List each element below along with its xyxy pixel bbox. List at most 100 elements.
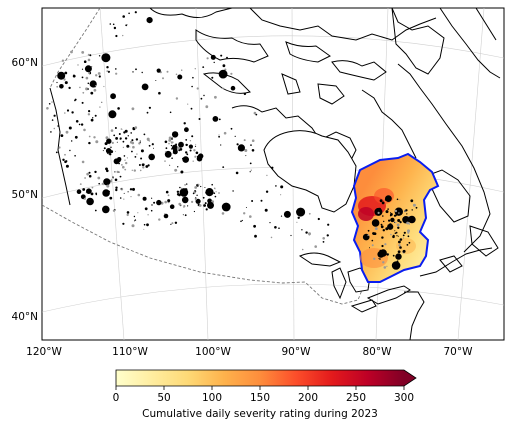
fire-perimeter xyxy=(137,193,141,197)
fire-perimeter xyxy=(198,204,202,207)
fire-perimeter xyxy=(164,151,167,153)
fire-perimeter xyxy=(393,214,397,217)
fire-perimeter xyxy=(391,261,401,270)
fire-perimeter xyxy=(83,128,86,132)
fire-perimeter xyxy=(153,147,154,149)
fire-perimeter xyxy=(251,200,254,202)
fire-perimeter xyxy=(81,160,85,164)
fire-perimeter xyxy=(129,146,131,148)
fire-perimeter xyxy=(280,185,284,189)
fire-perimeter xyxy=(91,66,93,68)
fire-perimeter xyxy=(167,194,170,197)
fire-perimeter xyxy=(138,142,141,145)
fire-perimeter xyxy=(195,151,199,155)
fire-perimeter xyxy=(187,144,189,146)
fire-perimeter xyxy=(156,68,161,73)
fire-perimeter xyxy=(75,120,79,123)
fire-perimeter xyxy=(106,66,109,69)
fire-perimeter xyxy=(187,103,189,105)
fire-perimeter xyxy=(184,188,188,191)
fire-perimeter xyxy=(148,153,155,161)
fire-perimeter xyxy=(142,196,147,201)
fire-perimeter xyxy=(165,190,169,194)
fire-perimeter xyxy=(138,164,141,166)
fire-perimeter xyxy=(131,224,135,228)
fire-perimeter xyxy=(214,195,217,198)
fire-perimeter xyxy=(171,157,173,159)
fire-perimeter xyxy=(230,72,233,75)
fire-perimeter xyxy=(112,23,115,26)
fire-perimeter xyxy=(264,208,268,212)
fire-perimeter xyxy=(381,244,384,248)
fire-perimeter xyxy=(408,215,416,224)
fire-perimeter xyxy=(251,139,255,142)
fire-perimeter xyxy=(131,169,133,171)
fire-perimeter xyxy=(81,51,85,54)
fire-perimeter xyxy=(134,11,137,14)
fire-perimeter xyxy=(132,127,135,129)
fire-perimeter xyxy=(270,236,273,239)
fire-perimeter xyxy=(177,74,183,80)
fire-perimeter xyxy=(266,174,268,177)
fire-perimeter xyxy=(265,190,269,193)
fire-perimeter xyxy=(146,17,153,24)
fire-perimeter xyxy=(167,199,171,203)
fire-perimeter xyxy=(322,241,325,243)
fire-perimeter xyxy=(74,135,78,139)
fire-perimeter xyxy=(172,144,178,150)
fire-perimeter xyxy=(404,210,406,212)
fire-perimeter xyxy=(106,169,109,173)
fire-perimeter xyxy=(141,163,145,167)
fire-perimeter xyxy=(172,141,174,143)
fire-perimeter xyxy=(151,143,154,146)
fire-perimeter xyxy=(55,151,58,154)
fire-perimeter xyxy=(139,169,142,172)
fire-perimeter xyxy=(170,223,172,225)
fire-perimeter xyxy=(178,141,184,148)
fire-perimeter xyxy=(69,149,71,152)
fire-perimeter xyxy=(132,71,134,73)
fire-perimeter xyxy=(274,226,277,229)
fire-perimeter xyxy=(74,155,76,157)
fire-perimeter xyxy=(164,140,168,144)
colorbar-tick-label: 0 xyxy=(113,392,120,404)
fire-perimeter xyxy=(126,144,130,148)
fire-perimeter xyxy=(90,91,94,95)
fire-perimeter xyxy=(214,188,216,190)
fire-perimeter xyxy=(194,145,197,147)
fire-perimeter xyxy=(379,199,383,203)
fire-perimeter xyxy=(234,135,236,137)
fire-perimeter xyxy=(179,148,183,151)
fire-perimeter xyxy=(192,192,195,195)
fire-perimeter xyxy=(164,200,167,204)
fire-perimeter xyxy=(101,101,103,103)
fire-perimeter xyxy=(235,171,239,175)
fire-perimeter xyxy=(53,114,56,117)
fire-perimeter xyxy=(371,219,380,227)
fire-perimeter xyxy=(185,139,188,141)
fire-perimeter xyxy=(141,83,149,91)
fire-perimeter xyxy=(97,176,101,180)
fire-perimeter xyxy=(93,88,97,92)
fire-perimeter xyxy=(280,194,282,196)
fire-perimeter xyxy=(237,144,245,152)
fire-perimeter xyxy=(106,184,110,188)
fire-perimeter xyxy=(171,222,174,225)
fire-perimeter xyxy=(255,113,258,116)
fire-perimeter xyxy=(253,111,257,115)
fire-perimeter xyxy=(407,229,410,233)
fire-perimeter xyxy=(118,162,120,165)
fire-perimeter xyxy=(77,64,79,66)
fire-perimeter xyxy=(386,265,388,267)
fire-perimeter xyxy=(271,166,274,169)
colorbar-tick-label: 100 xyxy=(202,392,222,404)
fire-perimeter xyxy=(110,146,112,148)
fire-perimeter xyxy=(187,205,189,207)
fire-perimeter xyxy=(114,171,116,173)
fire-perimeter xyxy=(188,144,193,149)
fire-perimeter xyxy=(185,151,188,154)
fire-perimeter xyxy=(192,76,194,79)
fire-perimeter xyxy=(130,132,132,134)
fire-perimeter xyxy=(50,131,52,133)
fire-perimeter xyxy=(85,87,89,91)
